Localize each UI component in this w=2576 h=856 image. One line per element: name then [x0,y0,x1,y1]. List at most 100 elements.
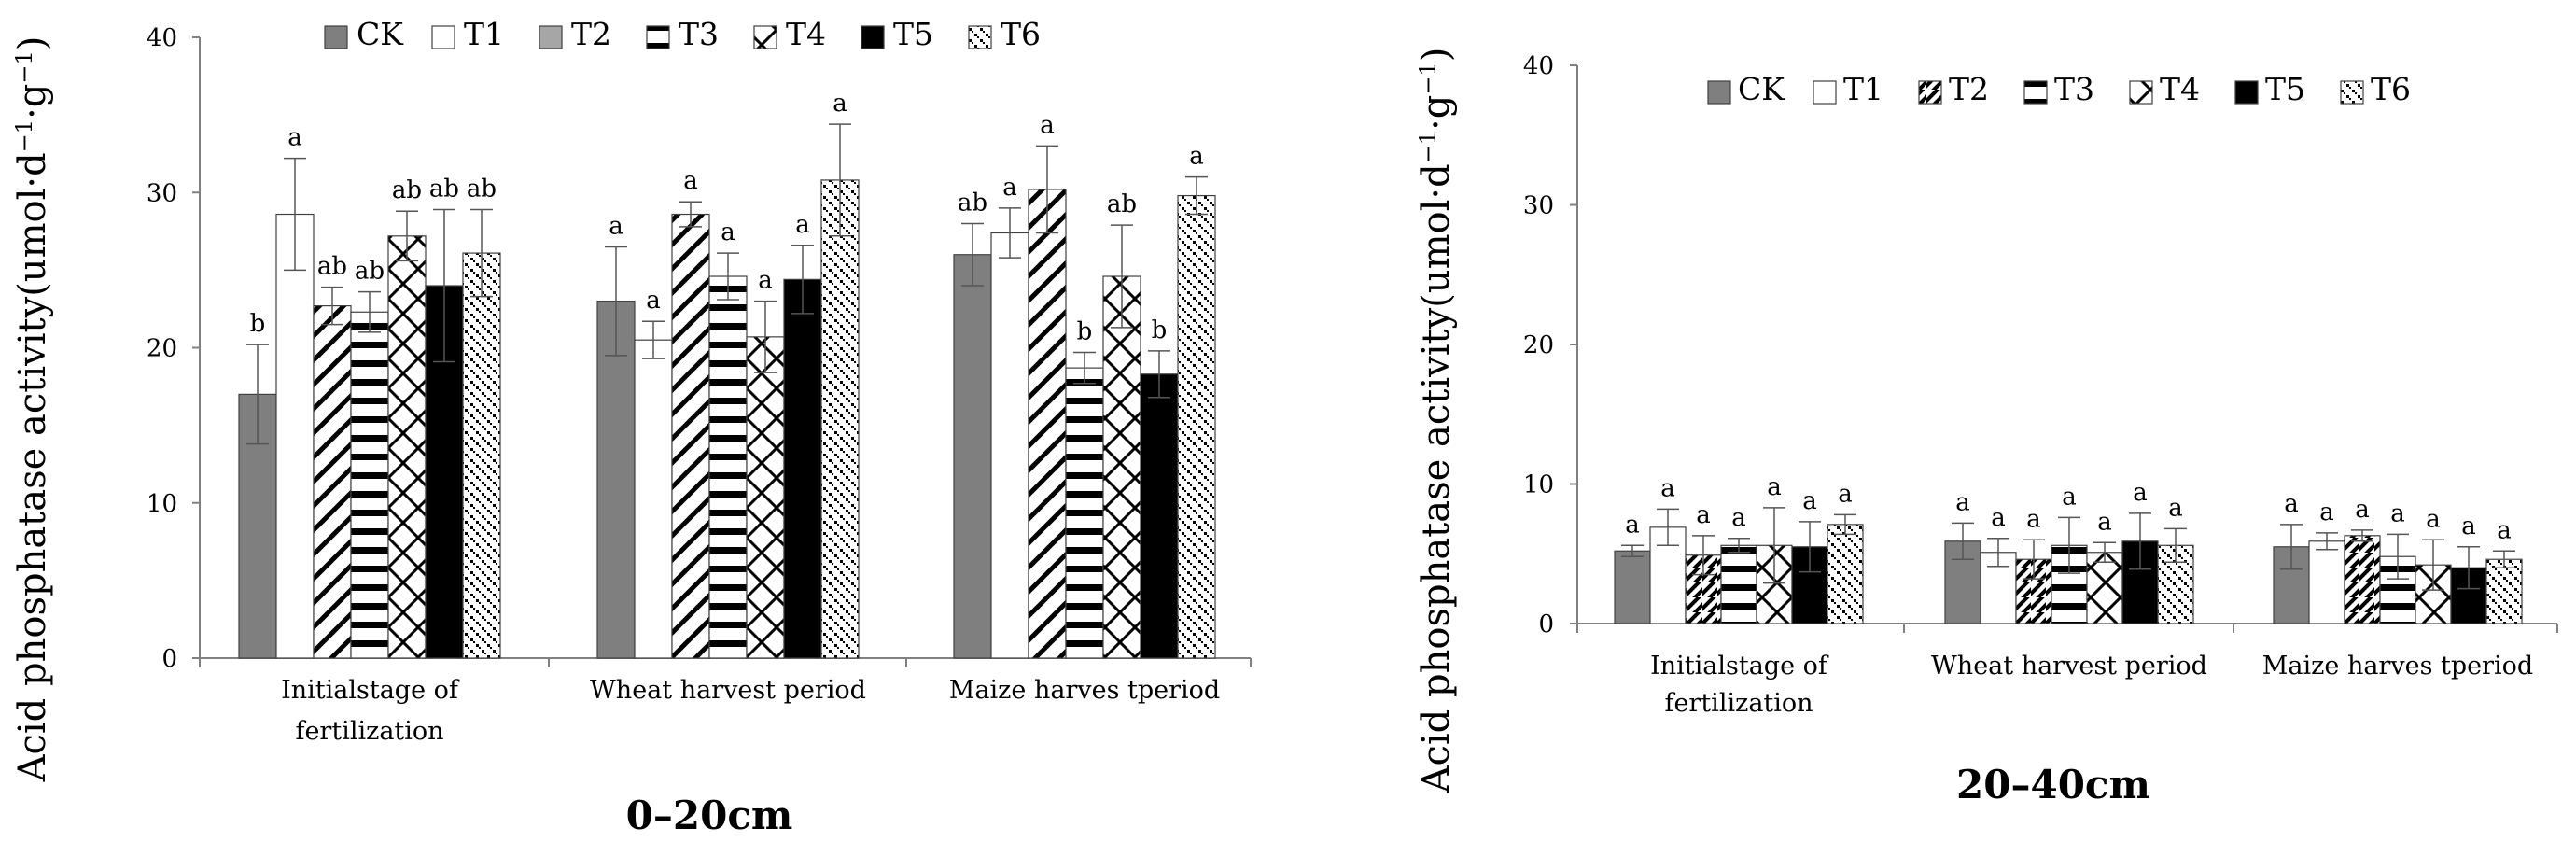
significance-label: a [1660,474,1675,502]
bar-t4-2 [1102,275,1141,659]
y-tick-label: 20 [1523,331,1554,359]
significance-label: a [2026,505,2041,533]
bar-t1-2 [2308,540,2345,624]
bar-t2-0 [313,305,352,659]
bar-t2-2 [2344,535,2381,624]
y-tick-label: 30 [147,179,177,207]
bar-t4-0 [387,235,427,659]
legend-swatch-t4 [753,25,777,49]
y-tick-label: 40 [1523,52,1554,80]
x-category-label: Initialstage of [281,676,460,705]
significance-label: a [2133,479,2148,507]
significance-label: a [1696,501,1711,529]
bar-t4-1 [2086,552,2123,624]
significance-label: a [2355,496,2370,524]
y-tick-label: 0 [1538,610,1554,638]
x-category-label: Maize harves tperiod [949,676,1220,705]
legend-swatch-t3 [646,25,670,49]
legend-swatch-t1 [1813,80,1837,105]
significance-label: a [287,124,302,152]
legend-label-t5: T5 [893,16,933,52]
significance-label: ab [317,253,347,281]
y-tick-label: 40 [147,24,177,52]
panel-title-left: 0–20cm [626,793,793,838]
bar-t6-0 [462,252,501,659]
legend-label-t4: T4 [786,16,826,52]
bar-t6-0 [1827,524,1864,624]
bar-t3-0 [350,311,389,659]
significance-label: a [2284,490,2299,518]
significance-label: a [1802,487,1817,515]
significance-label: a [721,218,735,246]
bar-t2-2 [1028,189,1067,659]
bar-ck-0 [1614,550,1651,624]
legend-swatch-t3 [2023,80,2048,105]
bar-t2-1 [671,213,710,659]
x-category-label: Wheat harvest period [590,676,866,705]
bar-t6-2 [1177,194,1216,659]
legend-label-ck: CK [357,16,404,52]
legend-label-t3: T3 [679,16,719,52]
significance-label: a [1189,143,1204,171]
significance-label: a [795,211,810,239]
bar-ck-2 [953,254,992,659]
bar-t6-2 [2485,558,2523,624]
legend-label-t5: T5 [2265,71,2305,107]
y-tick-label: 20 [147,335,177,363]
significance-label: a [1625,511,1640,539]
significance-label: ab [958,189,987,218]
significance-label: a [2426,505,2441,533]
legend-swatch-t4 [2129,80,2153,105]
panel-0-20cm: Acid phosphatase activity(umol·d−1·g−1) … [11,16,1252,838]
significance-label: a [2097,508,2112,536]
significance-label: b [1152,316,1168,344]
legend-label-ck: CK [1738,71,1785,107]
bar-t6-1 [820,179,860,659]
legend-label-t6: T6 [1001,16,1041,52]
y-tick-label: 10 [1523,471,1554,499]
bar-t4-1 [746,336,785,659]
bar-t1-2 [990,232,1029,659]
legend-label-t2: T2 [571,16,611,52]
y-tick-label: 0 [161,645,177,673]
significance-label: b [1077,317,1093,345]
bar-t1-1 [634,339,673,659]
bar-t1-0 [275,213,315,659]
x-category-label: Maize harves tperiod [2262,652,2533,681]
y-tick-label: 10 [147,490,177,518]
x-category-label: Wheat harvest period [1931,652,2207,681]
legend-swatch-ck [324,25,348,49]
panel-title-right: 20–40cm [1956,762,2150,807]
significance-label: a [646,287,661,315]
significance-label: a [1002,174,1017,202]
y-axis-label-right: Acid phosphatase activity(umol·d−1·g−1) [1415,48,1458,794]
x-category-label: fertilization [295,717,443,746]
x-category-label: Initialstage of [1650,652,1829,681]
legend-swatch-t5 [861,25,885,49]
significance-label: a [1731,504,1746,532]
significance-label: a [1838,480,1853,508]
significance-label: ab [467,175,497,203]
legend-label-t6: T6 [2371,71,2411,107]
significance-label: a [1991,504,2006,532]
bar-t3-0 [1720,544,1757,624]
legend-swatch-t2 [539,25,563,49]
legend-swatch-t5 [2234,80,2259,105]
significance-label: a [2390,499,2405,527]
significance-label: ab [392,176,422,204]
legend-label-t4: T4 [2160,71,2200,107]
significance-label: a [609,212,623,240]
legend-label-t1: T1 [464,16,504,52]
bar-t5-2 [1140,373,1179,659]
bar-t5-1 [783,278,822,659]
legend-swatch-t1 [431,25,455,49]
legend-label-t1: T1 [1843,71,1883,107]
significance-label: a [2168,494,2183,522]
significance-label: b [250,310,266,338]
legend-label-t2: T2 [1949,71,1989,107]
legend-swatch-t6 [968,25,992,49]
significance-label: a [833,90,847,118]
significance-label: ab [1107,190,1137,218]
significance-label: a [1767,473,1782,501]
